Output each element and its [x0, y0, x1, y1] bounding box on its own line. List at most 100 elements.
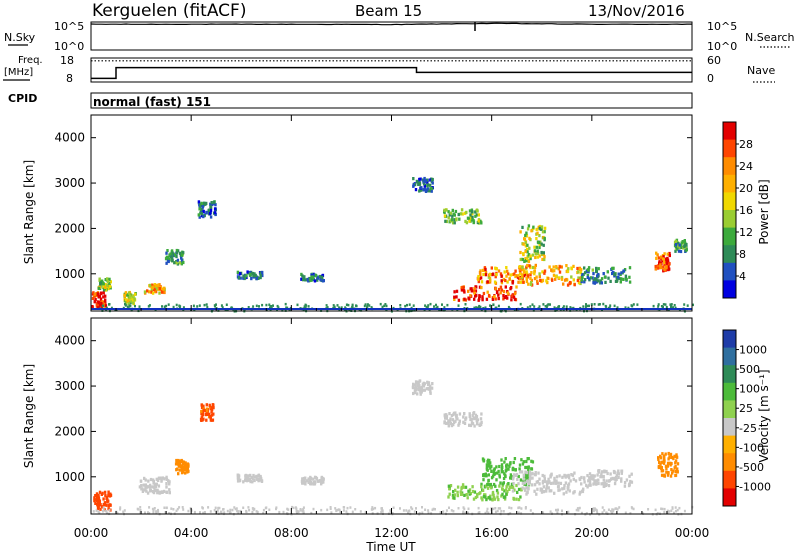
data-cell — [583, 480, 586, 484]
data-cell — [175, 468, 178, 472]
data-cell — [100, 279, 104, 283]
data-cell — [354, 508, 357, 511]
data-cell — [490, 476, 494, 480]
data-cell — [214, 212, 217, 217]
data-cell — [481, 498, 484, 502]
data-cell — [491, 297, 495, 301]
data-cell — [469, 216, 472, 220]
data-cell — [177, 464, 181, 468]
data-cell — [295, 510, 298, 513]
data-cell — [416, 392, 419, 396]
data-cell — [620, 477, 623, 481]
data-cell — [255, 275, 258, 279]
data-cell — [203, 214, 206, 218]
data-cell — [460, 492, 463, 496]
data-cell — [385, 304, 388, 308]
data-cell — [326, 306, 329, 309]
colorbar-segment — [723, 174, 736, 193]
data-cell — [239, 276, 242, 280]
data-cell — [477, 274, 480, 279]
data-cell — [198, 304, 201, 307]
data-cell — [413, 383, 417, 387]
data-cell — [601, 470, 604, 474]
data-cell — [471, 218, 474, 222]
data-cell — [474, 289, 478, 293]
data-cell — [592, 272, 595, 276]
data-cell — [452, 212, 455, 216]
data-cell — [601, 506, 604, 509]
data-cell — [526, 243, 529, 247]
data-cell — [302, 511, 305, 514]
data-cell — [304, 306, 307, 310]
colorbar-segment — [723, 210, 736, 229]
data-cell — [176, 258, 180, 262]
data-cell — [431, 177, 434, 182]
data-cell — [469, 213, 472, 217]
data-cell — [149, 485, 152, 489]
data-cell — [595, 278, 598, 282]
data-cell — [417, 182, 420, 186]
data-cell — [617, 276, 620, 280]
data-cell — [178, 261, 182, 265]
data-cell — [347, 303, 350, 307]
data-cell — [94, 494, 97, 498]
data-cell — [97, 496, 101, 500]
data-cell — [471, 489, 475, 494]
data-cell — [565, 264, 568, 268]
data-cell — [200, 405, 204, 409]
data-cell — [600, 472, 603, 476]
data-cell — [439, 511, 442, 514]
data-cell — [517, 274, 520, 278]
data-cell — [678, 246, 681, 250]
data-cell — [148, 304, 151, 307]
data-cell — [167, 259, 170, 264]
data-cell — [602, 474, 605, 479]
data-cell — [463, 493, 466, 497]
data-cell — [505, 485, 508, 489]
data-cell — [413, 183, 417, 187]
colorbar-segment — [723, 418, 736, 437]
data-cell — [602, 272, 605, 276]
data-cell — [597, 478, 600, 482]
data-cell — [497, 469, 500, 473]
data-cell — [349, 506, 352, 509]
data-cell — [669, 452, 673, 456]
data-cell — [474, 214, 477, 218]
data-cell — [583, 266, 586, 270]
data-cell — [652, 304, 655, 308]
colorbar-tick-label: -1000 — [739, 480, 771, 493]
data-cell — [92, 291, 95, 295]
data-cell — [105, 495, 109, 499]
data-cell — [588, 472, 592, 476]
data-cell — [471, 485, 474, 489]
data-cell — [156, 488, 159, 492]
data-cell — [371, 506, 374, 509]
data-cell — [668, 455, 671, 459]
data-cell — [200, 212, 203, 216]
data-cell — [538, 234, 541, 238]
data-cell — [480, 482, 483, 486]
data-cell — [521, 274, 524, 278]
data-cell — [500, 274, 503, 278]
data-cell — [537, 241, 540, 245]
data-cell — [200, 416, 203, 420]
data-cell — [595, 266, 598, 270]
data-cell — [661, 257, 665, 261]
data-cell — [473, 424, 476, 428]
cpid-label: CPID — [8, 92, 37, 105]
x-tick-label: 04:00 — [174, 526, 209, 540]
data-cell — [616, 306, 619, 309]
data-cell — [407, 510, 410, 513]
data-cell — [252, 473, 255, 478]
data-cell — [538, 482, 541, 486]
data-cell — [100, 306, 104, 310]
y-tick-label: 2000 — [54, 424, 85, 438]
data-cell — [611, 271, 614, 276]
data-cell — [422, 182, 426, 186]
data-cell — [617, 308, 620, 312]
data-cell — [456, 417, 459, 421]
data-cell — [479, 417, 483, 421]
data-cell — [535, 245, 538, 249]
data-cell — [527, 282, 530, 286]
